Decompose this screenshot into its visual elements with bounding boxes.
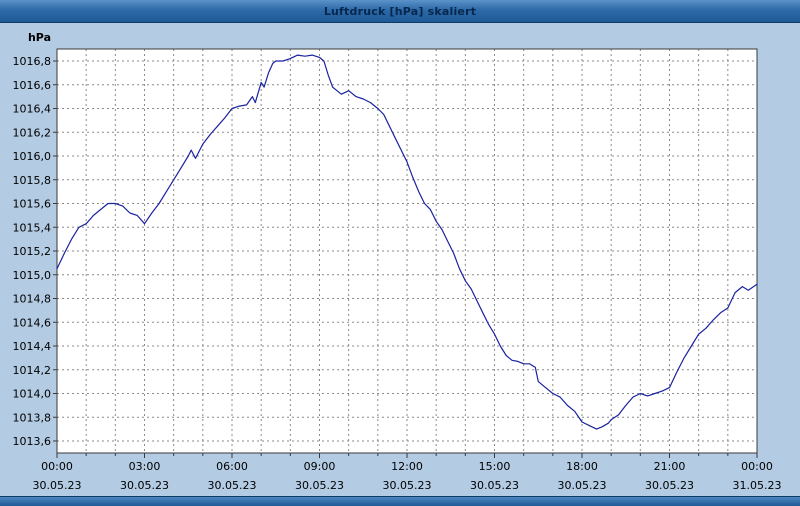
window-title-bar: Luftdruck [hPa] skaliert: [0, 0, 800, 23]
x-axis-time-label: 12:00: [391, 460, 423, 473]
y-axis-label: 1014,0: [13, 388, 52, 401]
y-axis-unit-label: hPa: [28, 31, 51, 44]
bottom-bar: [0, 496, 800, 506]
x-axis-date-label: 30.05.23: [295, 479, 344, 492]
x-axis-time-label: 06:00: [216, 460, 248, 473]
x-axis-time-label: 15:00: [479, 460, 511, 473]
x-axis-date-label: 30.05.23: [645, 479, 694, 492]
y-axis-label: 1014,6: [13, 316, 52, 329]
y-axis-label: 1016,0: [13, 150, 52, 163]
x-axis-time-label: 21:00: [654, 460, 686, 473]
y-axis-label: 1015,8: [13, 174, 52, 187]
pressure-line-chart: 1016,8 1016,6 1016,4 1016,2 1016,0 1015,8 1015…: [13, 31, 782, 492]
x-axis-date-label: 30.05.23: [208, 479, 257, 492]
y-axis-label: 1013,8: [13, 411, 52, 424]
x-axis-date-label: 30.05.23: [120, 479, 169, 492]
pressure-series-line: [56, 54, 758, 430]
y-axis-label: 1016,8: [13, 55, 52, 68]
y-axis-label: 1014,2: [13, 364, 52, 377]
pressure-chart-area: 1016,8 1016,6 1016,4 1016,2 1016,0 1015,8 1015…: [0, 23, 800, 496]
x-axis-date-label: 30.05.23: [470, 479, 519, 492]
y-axis-label: 1015,0: [13, 269, 52, 282]
x-axis-date-label: 31.05.23: [733, 479, 782, 492]
y-axis-label: 1015,2: [13, 245, 52, 258]
x-axis-time-label: 03:00: [129, 460, 161, 473]
x-axis-time-label: 00:00: [41, 460, 73, 473]
y-axis-label: 1014,4: [13, 340, 52, 353]
x-axis-time-label: 18:00: [566, 460, 598, 473]
x-axis-date-label: 30.05.23: [558, 479, 607, 492]
x-axis-date-label: 30.05.23: [33, 479, 82, 492]
y-axis-label: 1016,2: [13, 126, 52, 139]
y-axis-label: 1015,4: [13, 221, 52, 234]
y-axis-label: 1016,4: [13, 103, 52, 116]
x-axis-date-label: 30.05.23: [383, 479, 432, 492]
x-axis-time-label: 09:00: [304, 460, 336, 473]
y-axis-label: 1014,8: [13, 293, 52, 306]
y-axis-label: 1013,6: [13, 435, 52, 448]
y-axis-label: 1016,6: [13, 79, 52, 92]
x-axis-time-label: 00:00: [741, 460, 773, 473]
window-title: Luftdruck [hPa] skaliert: [323, 4, 477, 18]
y-axis-label: 1015,6: [13, 198, 52, 211]
